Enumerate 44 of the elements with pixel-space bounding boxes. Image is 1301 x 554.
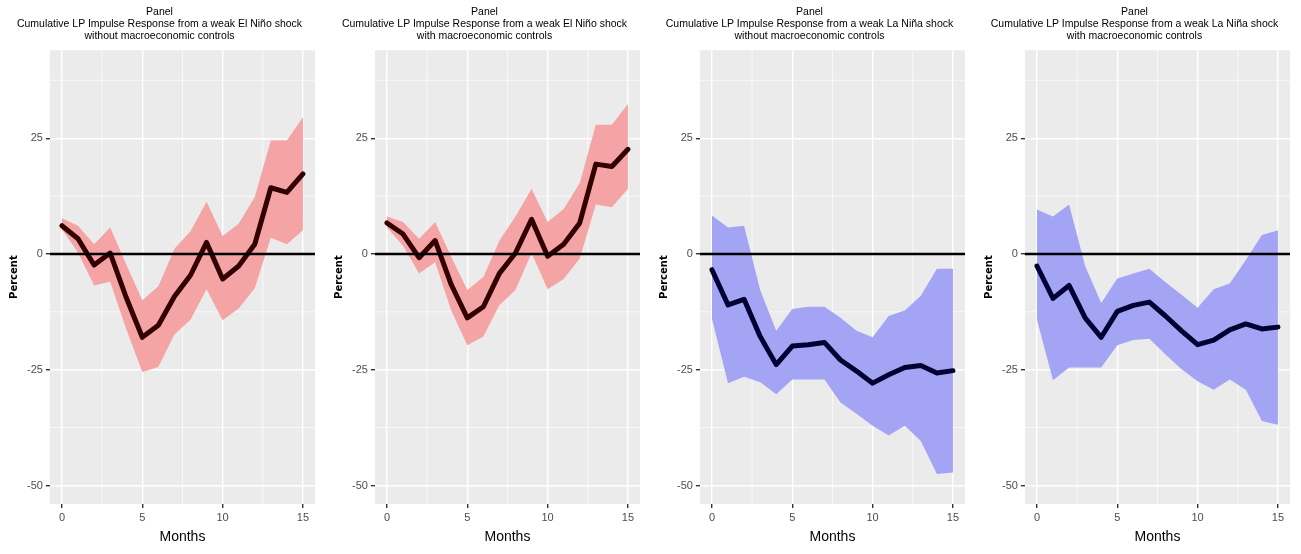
y-axis-title: Percent — [982, 255, 994, 299]
y-tick-label: -25 — [351, 362, 368, 375]
chart-title: Panel Cumulative LP Impulse Response from a weak El Niño shock with macroeconomic controls — [341, 4, 628, 42]
y-tick-label: -50 — [676, 478, 693, 491]
chart-title: Panel Cumulative LP Impulse Response from a weak El Niño shock without macroeconomic controls — [16, 4, 303, 42]
x-axis-title: Months — [1134, 528, 1181, 545]
x-tick-label: 5 — [1114, 510, 1121, 523]
y-tick-label: -25 — [26, 362, 43, 375]
y-tick-label: 25 — [355, 131, 368, 144]
x-tick-label: 0 — [1033, 510, 1041, 523]
x-tick-label: 15 — [1271, 510, 1285, 523]
x-tick-label: 5 — [464, 510, 471, 523]
x-axis-title: Months — [159, 528, 206, 545]
x-tick-label: 0 — [58, 510, 66, 523]
x-tick-label: 10 — [866, 510, 879, 523]
x-tick-label: 10 — [216, 510, 229, 523]
x-tick-label: 5 — [789, 510, 796, 523]
y-tick-label: -25 — [676, 362, 693, 375]
y-tick-label: 0 — [36, 246, 43, 259]
y-axis-title: Percent — [657, 255, 669, 299]
y-tick-label: -25 — [1001, 362, 1018, 375]
y-tick-label: 0 — [361, 246, 368, 259]
x-tick-label: 10 — [541, 510, 554, 523]
x-tick-label: 10 — [1191, 510, 1204, 523]
x-tick-label: 0 — [708, 510, 716, 523]
y-axis-title: Percent — [7, 255, 19, 299]
chart-title: Panel Cumulative LP Impulse Response from a weak La Niña shock with macroeconomic controls — [990, 4, 1280, 42]
y-tick-label: 25 — [680, 131, 693, 144]
x-tick-label: 0 — [383, 510, 391, 523]
x-axis-title: Months — [484, 528, 531, 545]
y-axis-title: Percent — [332, 255, 344, 299]
x-tick-label: 15 — [621, 510, 635, 523]
y-tick-label: -50 — [26, 478, 43, 491]
chart-title: Panel Cumulative LP Impulse Response from a weak La Niña shock without macroeconomic controls — [665, 4, 955, 42]
y-tick-label: 25 — [30, 131, 43, 144]
x-tick-label: 5 — [139, 510, 146, 523]
y-tick-label: 0 — [686, 246, 693, 259]
y-tick-label: -50 — [351, 478, 368, 491]
x-tick-label: 15 — [296, 510, 310, 523]
y-tick-label: -50 — [1001, 478, 1018, 491]
x-axis-title: Months — [809, 528, 856, 545]
y-tick-label: 25 — [1005, 131, 1018, 144]
y-tick-label: 0 — [1011, 246, 1018, 259]
x-tick-label: 15 — [946, 510, 960, 523]
